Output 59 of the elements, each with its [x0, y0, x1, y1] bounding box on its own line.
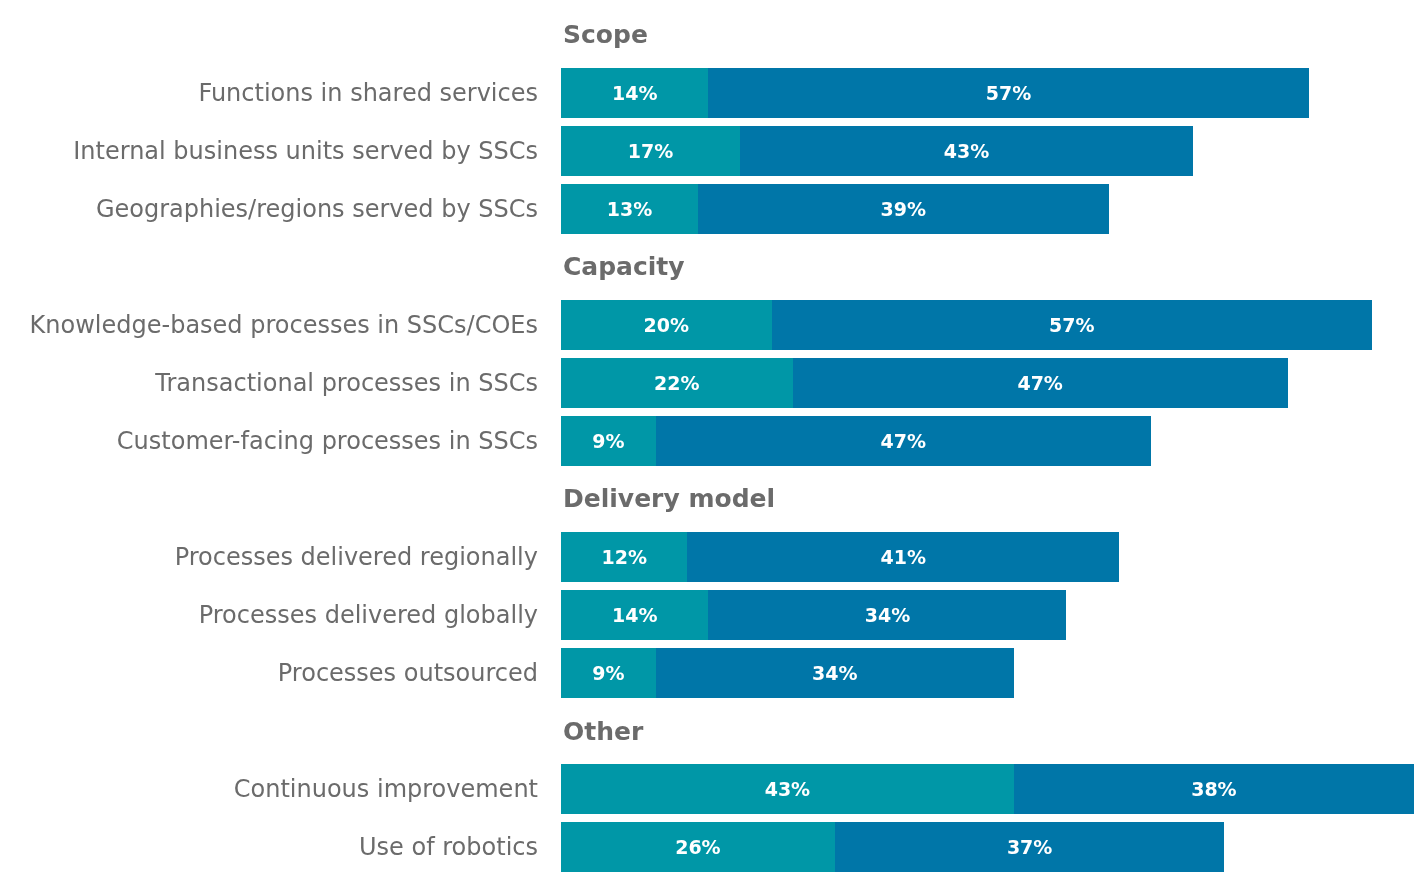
bar [561, 763, 1014, 815]
bar [561, 415, 656, 467]
data-label: 34% [812, 662, 858, 685]
bar [561, 125, 741, 177]
data-label: 38% [1191, 778, 1237, 801]
y-tick-label: Processes outsourced [277, 659, 538, 688]
bar [561, 299, 772, 351]
bar [561, 67, 709, 119]
bar [561, 531, 688, 583]
data-label: 43% [764, 778, 811, 801]
data-label: 20% [643, 313, 690, 336]
y-tick-label: Delivery model [563, 484, 776, 513]
bar [771, 299, 1372, 351]
data-label: 13% [606, 197, 653, 220]
bar [740, 125, 1193, 177]
bar [697, 183, 1109, 235]
data-label: 26% [675, 836, 721, 859]
bar [561, 821, 835, 873]
bar [708, 67, 1309, 119]
y-tick-label: Internal business units served by SSCs [73, 137, 538, 166]
bar [792, 357, 1288, 409]
y-tick-label: Customer-facing processes in SSCs [116, 427, 538, 456]
data-label: 57% [985, 81, 1032, 104]
data-label: 17% [627, 139, 674, 162]
data-label: 41% [880, 545, 926, 568]
y-tick-label: Functions in shared services [198, 79, 538, 108]
bar [1013, 763, 1414, 815]
data-label: 47% [880, 429, 926, 452]
y-tick-label: Knowledge-based processes in SSCs/COEs [29, 311, 538, 340]
data-label: 22% [654, 371, 700, 394]
y-tick-label: Other [563, 717, 644, 746]
y-tick-label: Capacity [563, 252, 685, 281]
y-tick-label: Scope [563, 20, 648, 49]
data-label: 34% [864, 604, 911, 627]
bar [655, 415, 1151, 467]
bar [561, 589, 709, 641]
data-label: 43% [943, 139, 990, 162]
bar [561, 647, 656, 699]
data-label: 47% [1017, 371, 1063, 394]
y-tick-label: Transactional processes in SSCs [154, 369, 538, 398]
data-label: 37% [1006, 836, 1053, 859]
y-tick-label: Continuous improvement [233, 775, 538, 804]
data-label: 14% [611, 81, 658, 104]
data-label: 39% [880, 197, 926, 220]
bar [561, 183, 698, 235]
data-label: 14% [611, 604, 658, 627]
bar [655, 647, 1014, 699]
bar [687, 531, 1120, 583]
y-tick-label: Processes delivered globally [198, 601, 538, 630]
data-label: 9% [592, 662, 625, 685]
y-tick-label: Geographies/regions served by SSCs [95, 195, 538, 224]
data-label: 57% [1049, 313, 1095, 336]
bar [561, 357, 793, 409]
bar [708, 589, 1067, 641]
y-tick-label: Use of robotics [359, 833, 538, 862]
data-label: 9% [592, 429, 625, 452]
data-label: 12% [601, 545, 647, 568]
y-tick-label: Processes delivered regionally [174, 543, 538, 572]
bar [834, 821, 1225, 873]
